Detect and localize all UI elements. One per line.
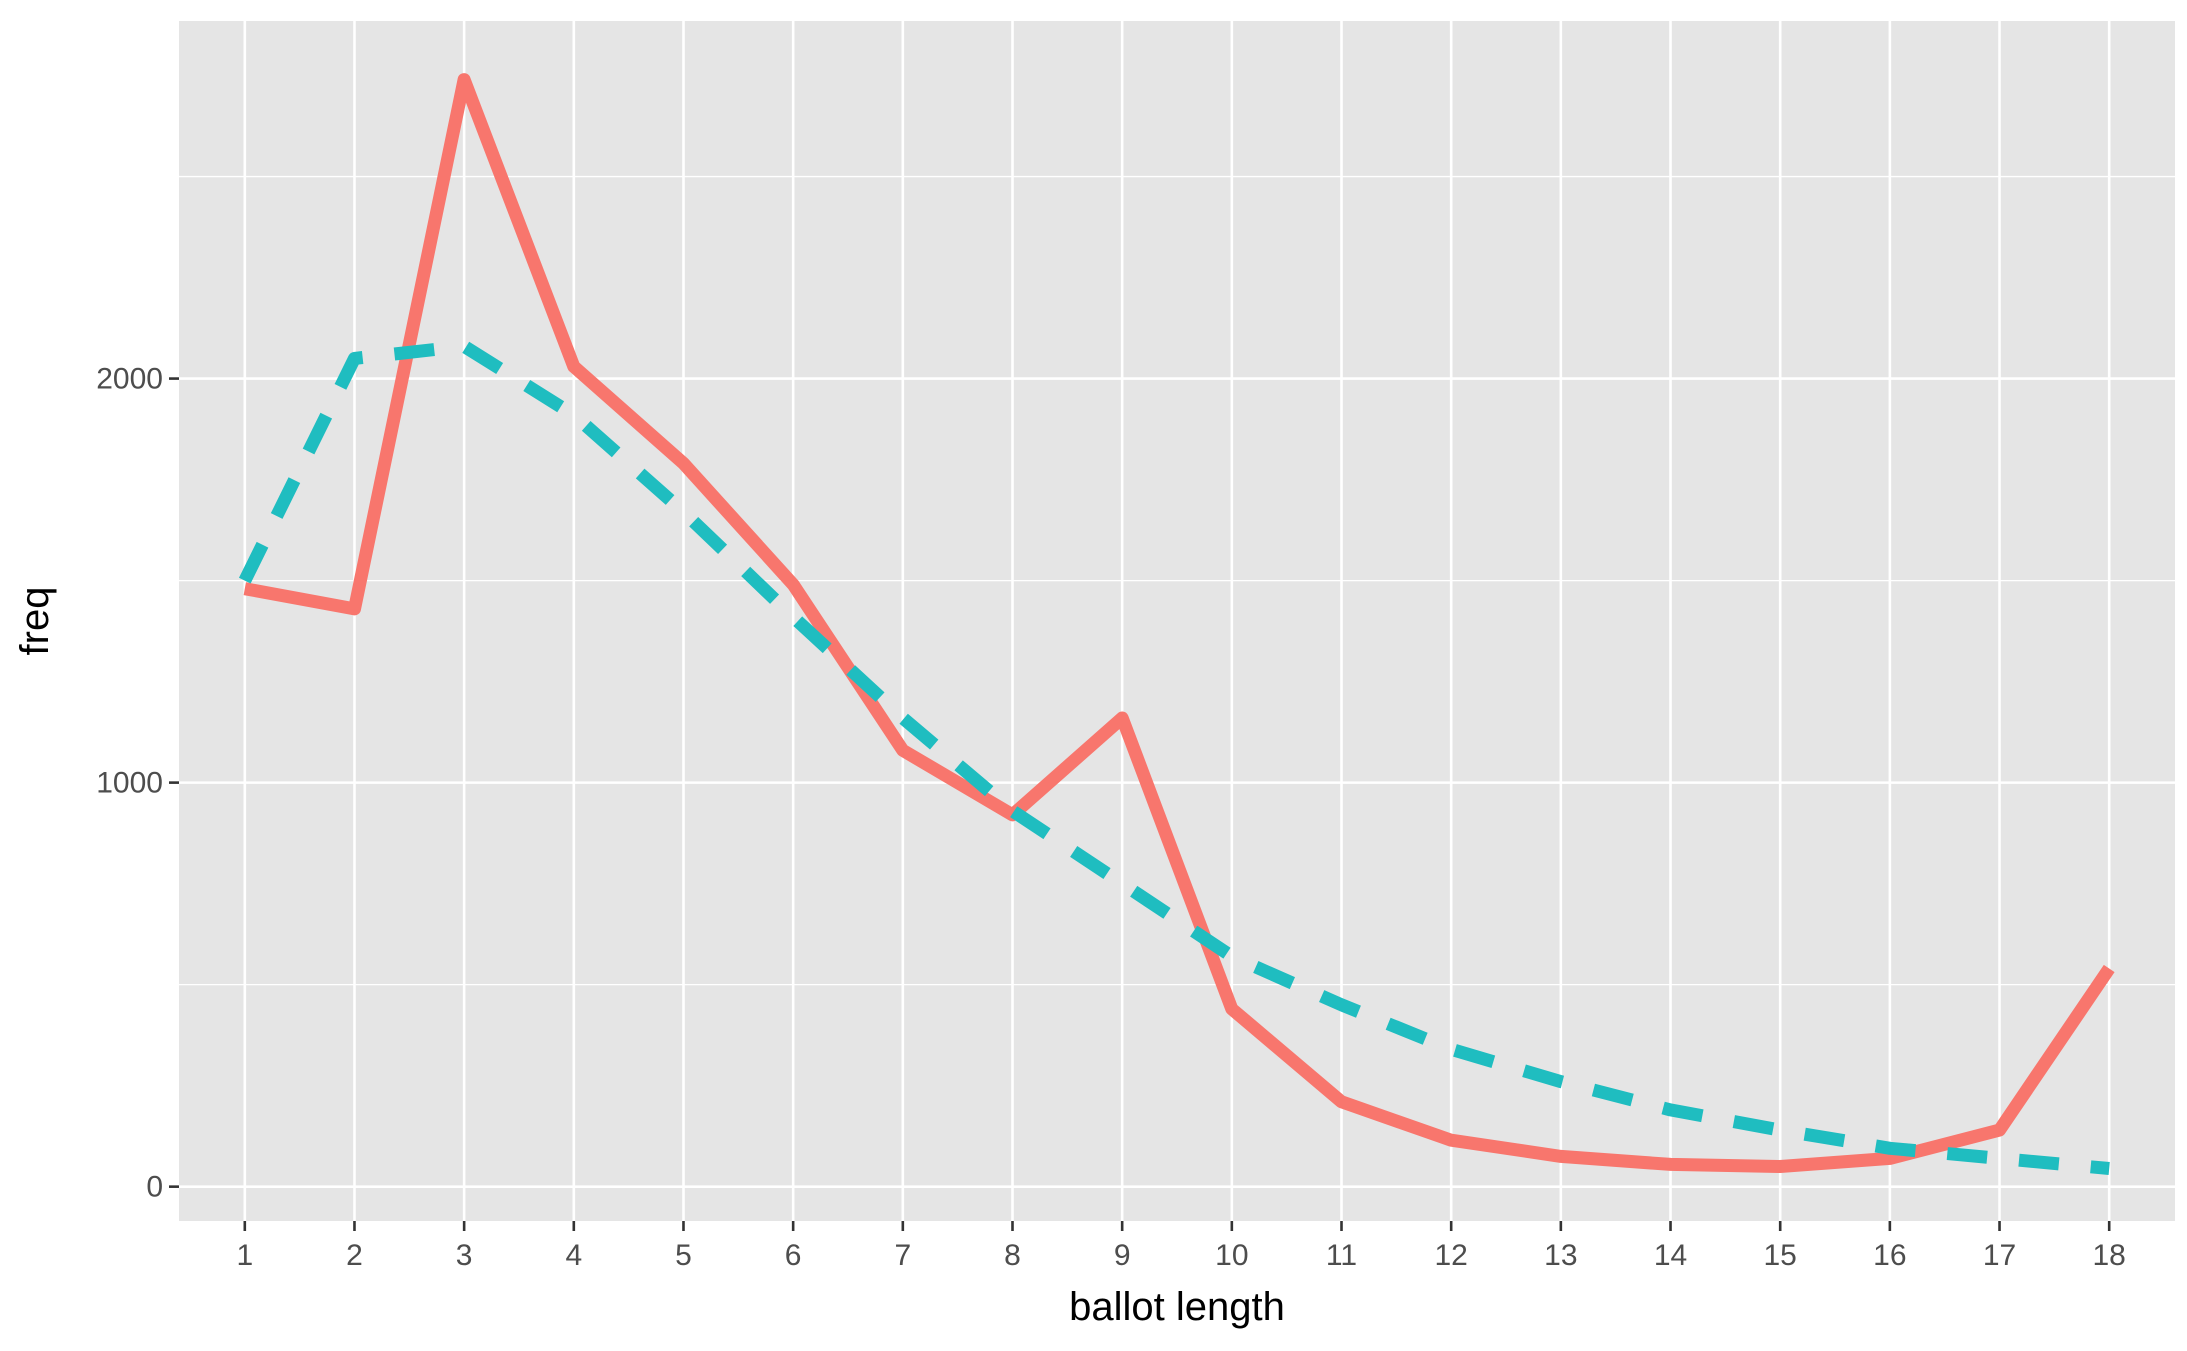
y-axis-title: freq [13,587,57,656]
dashed-series-line [238,339,2110,1175]
x-tick-label: 12 [1434,1239,1467,1272]
minor-gridlines [179,175,2175,986]
series-lines [238,73,2115,1175]
x-tick-label: 18 [2093,1239,2126,1272]
solid-series-line [243,73,2115,1173]
x-tick-label: 4 [565,1239,582,1272]
x-tick-label: 15 [1763,1239,1796,1272]
x-tick-label: 8 [1004,1239,1021,1272]
x-tick-label: 10 [1215,1239,1248,1272]
major-gridlines [179,21,2175,1221]
x-tick-label: 3 [456,1239,473,1272]
y-tick-label: 0 [146,1171,163,1204]
y-tick-label: 2000 [96,363,163,396]
x-tick-label: 11 [1326,1239,1357,1272]
x-tick-label: 1 [236,1239,253,1272]
x-axis: 1 2 3 4 5 6 7 8 9 10 11 12 13 14 15 16 17 18 [236,1221,2126,1272]
x-tick-label: 2 [346,1239,363,1272]
x-tick-label: 6 [785,1239,802,1272]
x-axis-title: ballot length [1069,1285,1285,1329]
y-axis: 0 1000 2000 [96,363,179,1204]
x-tick-label: 17 [1983,1239,2016,1272]
plot-panel [179,21,2175,1221]
x-tick-label: 5 [675,1239,692,1272]
x-tick-label: 16 [1873,1239,1906,1272]
y-tick-label: 1000 [96,767,163,800]
x-tick-label: 7 [894,1239,911,1272]
x-tick-label: 9 [1114,1239,1131,1272]
x-tick-label: 13 [1544,1239,1577,1272]
x-tick-label: 14 [1654,1239,1687,1272]
